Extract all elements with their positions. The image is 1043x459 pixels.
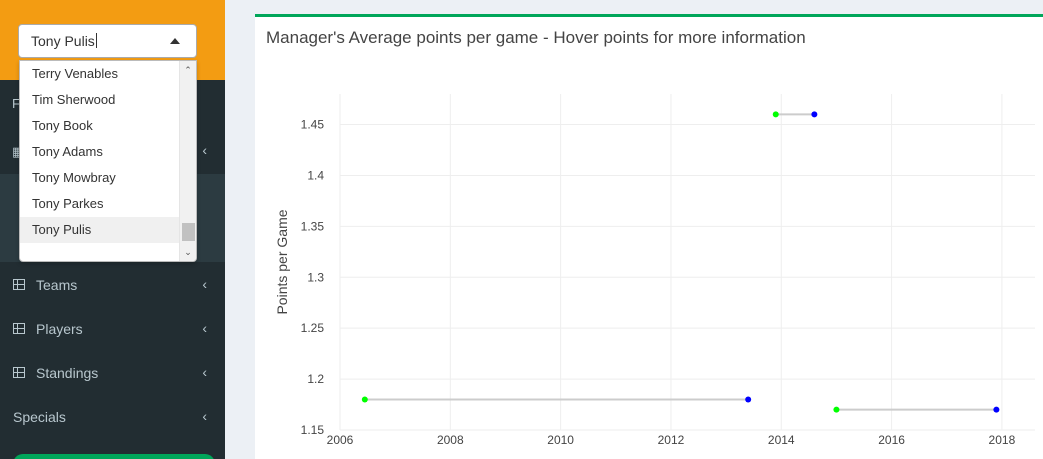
tenure-end-point[interactable]	[745, 396, 752, 403]
dropdown-item[interactable]: Tony Mowbray	[32, 170, 116, 185]
chart-grid	[339, 94, 1035, 431]
chevron-left-icon: ‹	[202, 142, 207, 158]
tenure-end-point[interactable]	[811, 111, 818, 118]
y-tick-label: 1.45	[301, 118, 325, 132]
chevron-up-icon[interactable]: ⌃	[184, 65, 192, 75]
sidebar-action-button[interactable]	[13, 454, 215, 459]
chevron-down-icon[interactable]: ⌄	[184, 247, 192, 257]
x-tick-label: 2006	[327, 433, 354, 447]
manager-select[interactable]: Tony Pulis	[18, 24, 197, 58]
sidebar-item-label: Teams	[36, 277, 78, 293]
caret-up-icon[interactable]	[170, 38, 180, 44]
manager-dropdown[interactable]: Terry Venables Tim Sherwood Tony Book To…	[19, 60, 197, 262]
sidebar-item-teams[interactable]: Teams ‹	[0, 264, 225, 308]
chevron-left-icon: ‹	[202, 320, 207, 336]
tenure-start-point[interactable]	[361, 396, 368, 403]
dropdown-list: Terry Venables Tim Sherwood Tony Book To…	[20, 61, 180, 243]
dropdown-item[interactable]: Terry Venables	[32, 66, 118, 81]
chart-points	[361, 111, 1000, 413]
y-tick-label: 1.4	[307, 168, 324, 182]
menu-item-hidden-1[interactable]: F	[0, 80, 225, 124]
tenure-start-point[interactable]	[772, 111, 779, 118]
dropdown-scrollbar[interactable]: ⌃ ⌄	[179, 61, 196, 261]
table-icon	[13, 279, 25, 290]
chevron-left-icon: ‹	[202, 276, 207, 292]
dropdown-item[interactable]: Tim Sherwood	[32, 92, 116, 107]
y-tick-label: 1.3	[307, 270, 324, 284]
y-tick-label: 1.15	[301, 423, 325, 437]
y-axis-title: Points per Game	[274, 209, 290, 314]
menu-item-fragment: F	[12, 96, 20, 111]
y-tick-label: 1.2	[307, 372, 324, 386]
x-tick-label: 2012	[658, 433, 685, 447]
ppg-chart[interactable]: 2006 2008 2010 2012 2014 2016 2018 1.15 1.2 1.25…	[255, 17, 1043, 459]
dropdown-item[interactable]: Tony Adams	[32, 144, 103, 159]
sidebar-item-specials[interactable]: Specials ‹	[0, 396, 225, 440]
dropdown-item[interactable]: Tony Book	[32, 118, 93, 133]
dropdown-item[interactable]: Tony Parkes	[32, 196, 104, 211]
sidebar-item-label: Players	[36, 321, 83, 337]
tenure-start-point[interactable]	[833, 406, 840, 413]
sidebar-item-standings[interactable]: Standings ‹	[0, 352, 225, 396]
chart-box-title: Manager's Average points per game - Hove…	[266, 28, 806, 47]
tenure-end-point[interactable]	[993, 406, 1000, 413]
chevron-left-icon: ‹	[202, 408, 207, 424]
sidebar-item-label: Specials	[13, 409, 66, 425]
sidebar-item-label: Standings	[36, 365, 99, 381]
y-axis-ticks: 1.15 1.2 1.25 1.3 1.35 1.4 1.45	[301, 118, 325, 437]
x-tick-label: 2018	[989, 433, 1016, 447]
sidebar-item-players[interactable]: Players ‹	[0, 308, 225, 352]
dropdown-item-selected[interactable]: Tony Pulis	[20, 217, 180, 243]
x-axis-ticks: 2006 2008 2010 2012 2014 2016 2018	[327, 433, 1016, 447]
scrollbar-thumb[interactable]	[182, 223, 195, 241]
x-tick-label: 2008	[437, 433, 464, 447]
table-icon	[13, 323, 25, 334]
x-tick-label: 2014	[768, 433, 795, 447]
x-tick-label: 2010	[547, 433, 574, 447]
table-icon	[13, 367, 25, 378]
chart-box: Manager's Average points per game - Hove…	[255, 14, 1043, 459]
y-tick-label: 1.35	[301, 219, 325, 233]
manager-select-value[interactable]: Tony Pulis	[31, 33, 95, 49]
chart-connectors	[364, 113, 997, 411]
y-tick-label: 1.25	[301, 321, 325, 335]
x-tick-label: 2016	[878, 433, 905, 447]
chevron-left-icon: ‹	[202, 364, 207, 380]
